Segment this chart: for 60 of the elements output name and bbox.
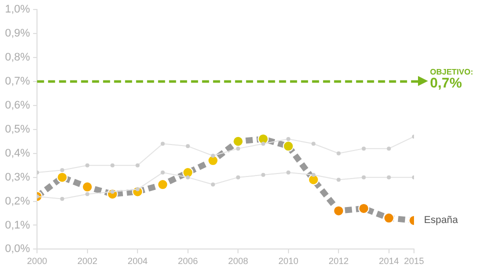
ref-line-label: OBJETIVO: 0,7%	[430, 68, 474, 90]
point	[336, 178, 341, 182]
x-tick-label: 2008	[228, 256, 248, 266]
series-label: España	[424, 215, 458, 226]
y-tick-label: 0,6%	[4, 99, 30, 112]
point	[386, 175, 391, 180]
x-tick-label: 2010	[278, 256, 298, 266]
point	[261, 142, 266, 146]
point	[362, 175, 366, 180]
point	[136, 163, 140, 168]
point	[186, 175, 190, 180]
x-tick-label: 2002	[77, 256, 98, 266]
point	[60, 196, 64, 201]
y-tick-label: 0,2%	[4, 195, 30, 208]
point	[110, 190, 114, 194]
point	[358, 202, 370, 214]
y-tick-label: 0,1%	[4, 219, 30, 232]
point	[236, 146, 240, 151]
point	[383, 212, 394, 224]
y-tick-label: 1,0%	[4, 4, 30, 16]
point	[210, 154, 215, 158]
point	[207, 155, 218, 166]
point	[157, 179, 168, 190]
y-tick-label: 0,4%	[4, 147, 30, 160]
point	[261, 172, 266, 177]
x-tick-label: 2012	[328, 256, 349, 266]
y-tick-label: 0,7%	[4, 76, 30, 88]
point	[311, 142, 316, 146]
point	[160, 170, 165, 175]
y-tick-label: 0,8%	[4, 52, 30, 64]
x-tick-label: 2000	[27, 256, 48, 266]
point	[232, 136, 244, 147]
point	[336, 151, 341, 156]
point	[210, 182, 215, 187]
x-tick-label: 2006	[178, 256, 198, 266]
point	[236, 175, 240, 180]
point	[56, 172, 68, 183]
point	[182, 167, 194, 178]
point	[286, 170, 290, 175]
point	[186, 144, 190, 148]
x-tick-label: 2004	[128, 256, 148, 266]
point	[85, 163, 90, 168]
point	[286, 136, 290, 141]
point	[110, 163, 114, 168]
point	[60, 168, 64, 172]
y-tick-label: 0,0%	[4, 243, 30, 256]
point	[136, 187, 140, 192]
point	[362, 146, 366, 151]
y-tick-label: 0,3%	[4, 171, 30, 184]
point	[160, 142, 165, 146]
point	[386, 146, 391, 151]
y-tick-label: 0,9%	[4, 28, 30, 40]
point	[82, 181, 93, 192]
point	[333, 205, 344, 216]
x-tick-label: 2015	[404, 256, 424, 266]
x-tick-label: 2014	[378, 256, 399, 266]
point	[282, 140, 294, 152]
y-tick-label: 0,5%	[4, 123, 30, 136]
point	[311, 172, 316, 177]
point	[85, 192, 90, 196]
